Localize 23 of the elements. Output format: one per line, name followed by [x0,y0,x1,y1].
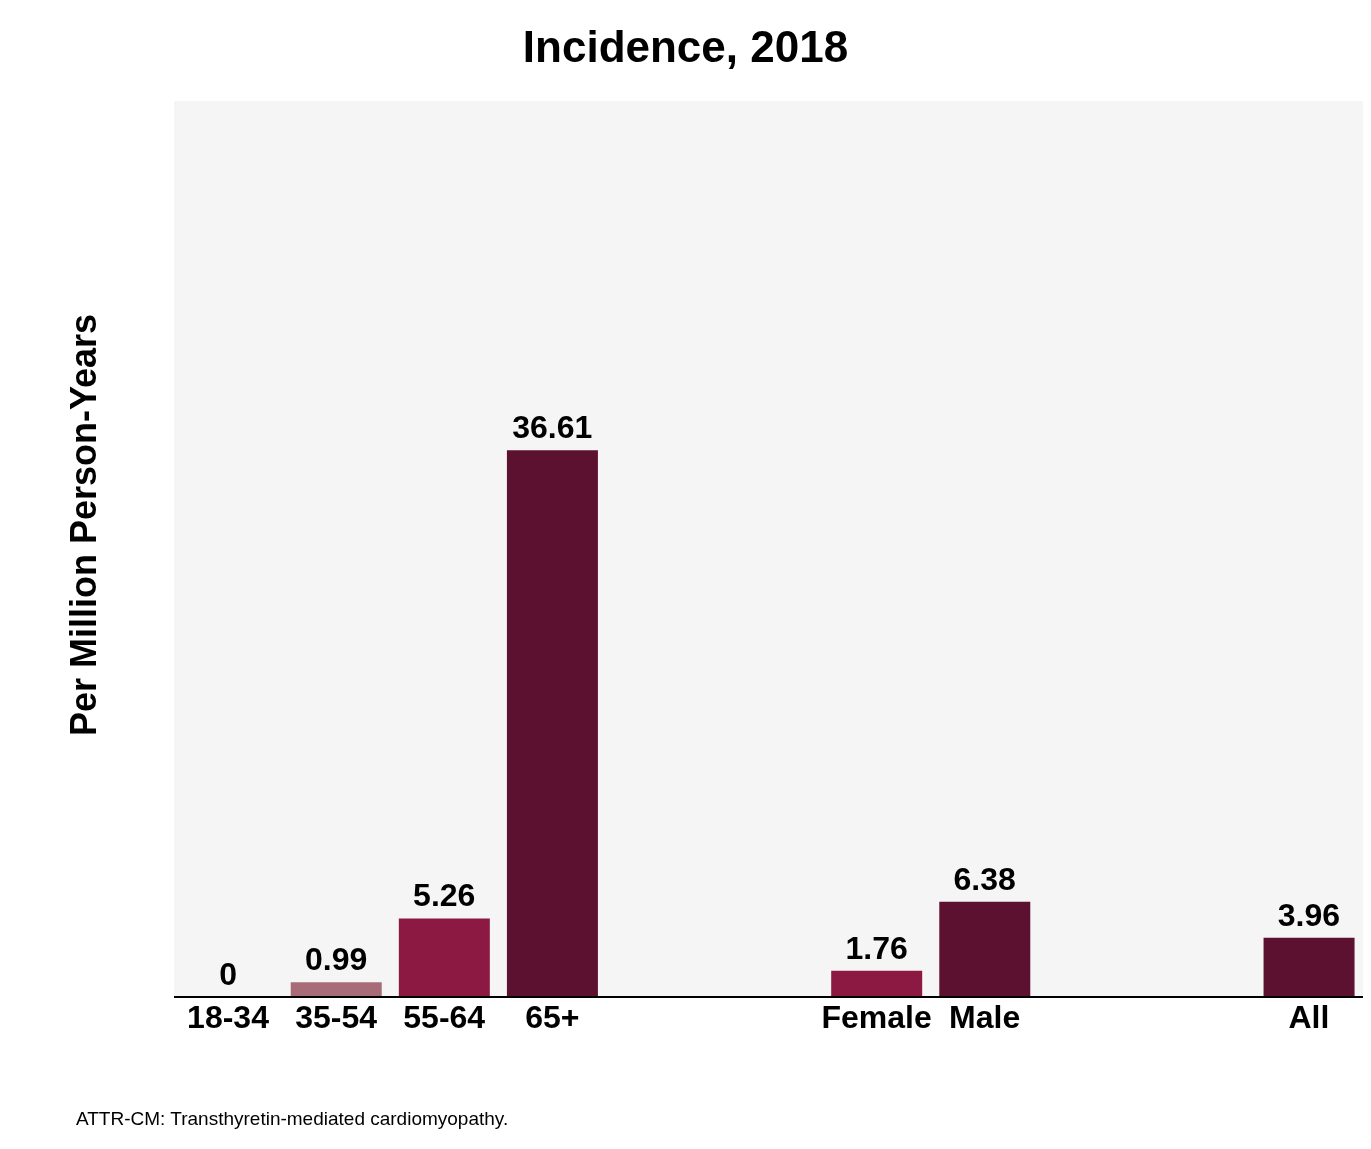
bar [939,901,1031,997]
y-axis-title: Per Million Person-Years [63,312,104,739]
bar [831,970,923,997]
data-label: 3.96 [1277,896,1341,933]
data-label: 0 [219,956,237,992]
text: ATTR-CM: Transthyretin-mediated cardiomyopathy. [76,1108,509,1130]
data-label: 6.38 [953,860,1016,897]
bar [506,450,598,997]
bar [1263,937,1355,997]
x-tick-label: 65+ [525,998,580,1035]
x-tick-label: All [1288,998,1330,1035]
x-tick-label: Female [821,998,932,1035]
data-label: 5.26 [413,877,476,914]
x-tick-label: Male [949,998,1021,1035]
bar [290,982,382,997]
data-label: 1.76 [845,929,908,966]
chart-title: Incidence, 2018 [521,22,850,72]
x-tick-label: 35-54 [295,998,378,1035]
bar [398,918,490,997]
data-label: 0.99 [305,941,368,978]
data-label: 36.61 [512,409,593,446]
x-tick-label: 55-64 [403,998,486,1035]
x-tick-label: 18-34 [187,998,270,1035]
